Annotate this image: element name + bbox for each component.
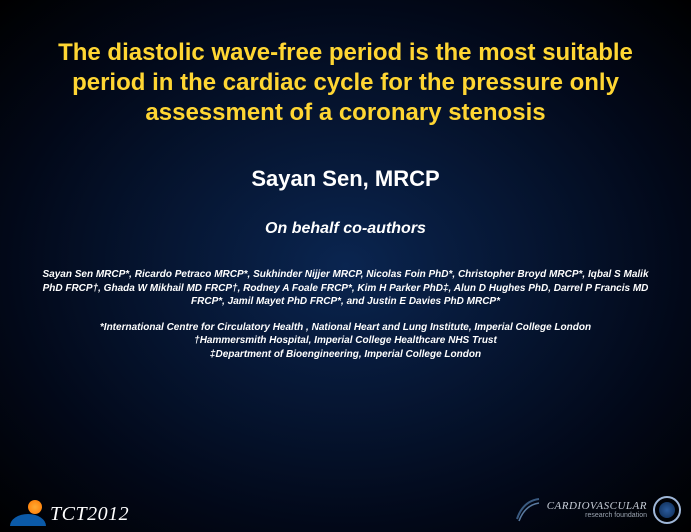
affiliations-list: *International Centre for Circulatory He… bbox=[100, 321, 591, 362]
presenter-name: Sayan Sen, MRCP bbox=[251, 166, 439, 192]
crf-seal-icon bbox=[653, 496, 681, 524]
tct-wave-icon bbox=[10, 500, 46, 526]
authors-list: Sayan Sen MRCP*, Ricardo Petraco MRCP*, … bbox=[40, 268, 651, 309]
tct-label: TCT2012 bbox=[50, 503, 129, 526]
behalf-text: On behalf co-authors bbox=[265, 220, 426, 238]
footer-left: TCT2012 bbox=[10, 500, 129, 526]
swoosh-icon bbox=[515, 497, 541, 523]
slide: The diastolic wave-free period is the mo… bbox=[0, 0, 691, 532]
crf-text: CARDIOVASCULAR research foundation bbox=[547, 501, 647, 519]
footer: TCT2012 CARDIOVASCULAR research foundati… bbox=[0, 482, 691, 532]
crf-sub-text: research foundation bbox=[547, 512, 647, 519]
crf-main-text: CARDIOVASCULAR bbox=[547, 501, 647, 512]
slide-title: The diastolic wave-free period is the mo… bbox=[46, 38, 646, 128]
footer-right: CARDIOVASCULAR research foundation bbox=[515, 496, 681, 524]
